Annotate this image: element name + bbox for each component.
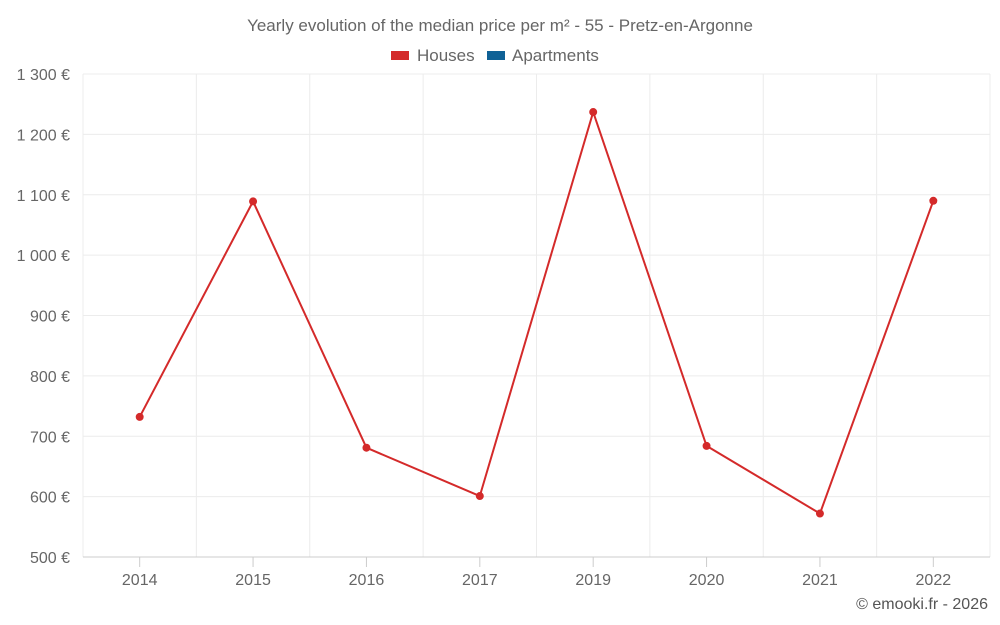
x-tick-label: 2019 [575,572,611,589]
legend-item-houses[interactable]: Houses [391,46,475,65]
y-tick-label: 1 200 € [17,127,70,144]
series-houses [138,111,935,515]
x-tick-label: 2020 [689,572,725,589]
series-line-houses [138,111,935,515]
y-tick-label: 1 000 € [17,248,70,265]
legend-swatch-houses [391,51,409,60]
x-tick-label: 2014 [122,572,158,589]
axes: 500 € 600 € 700 € 800 € 900 € 1 000 € 1 100 € 1… [17,67,990,589]
data-point[interactable] [702,441,711,450]
data-point[interactable] [249,197,258,206]
legend-label-houses: Houses [417,46,475,65]
x-tick-label: 2016 [349,572,385,589]
y-tick-label: 600 € [30,490,70,507]
legend[interactable]: Houses Apartments [391,46,599,65]
y-tick-label: 700 € [30,429,70,446]
legend-item-apartments[interactable]: Apartments [487,46,599,65]
x-tick-label: 2015 [235,572,271,589]
data-point[interactable] [475,492,484,501]
data-point[interactable] [589,108,598,117]
y-tick-label: 1 300 € [17,67,70,84]
y-tick-label: 800 € [30,369,70,386]
chart-title: Yearly evolution of the median price per… [247,16,753,35]
data-point[interactable] [362,443,371,452]
x-tick-label: 2017 [462,572,498,589]
y-tick-label: 900 € [30,309,70,326]
y-tick-label: 500 € [30,550,70,567]
x-tick-label: 2022 [916,572,952,589]
data-points [135,108,938,518]
data-point[interactable] [929,196,938,205]
data-point[interactable] [135,412,144,421]
grid [82,73,991,557]
x-tick-label: 2021 [802,572,838,589]
data-point[interactable] [815,509,824,518]
legend-label-apartments: Apartments [512,46,599,65]
legend-swatch-apartments [487,51,505,60]
credit-text: © emooki.fr - 2026 [856,596,988,613]
y-tick-label: 1 100 € [17,188,70,205]
